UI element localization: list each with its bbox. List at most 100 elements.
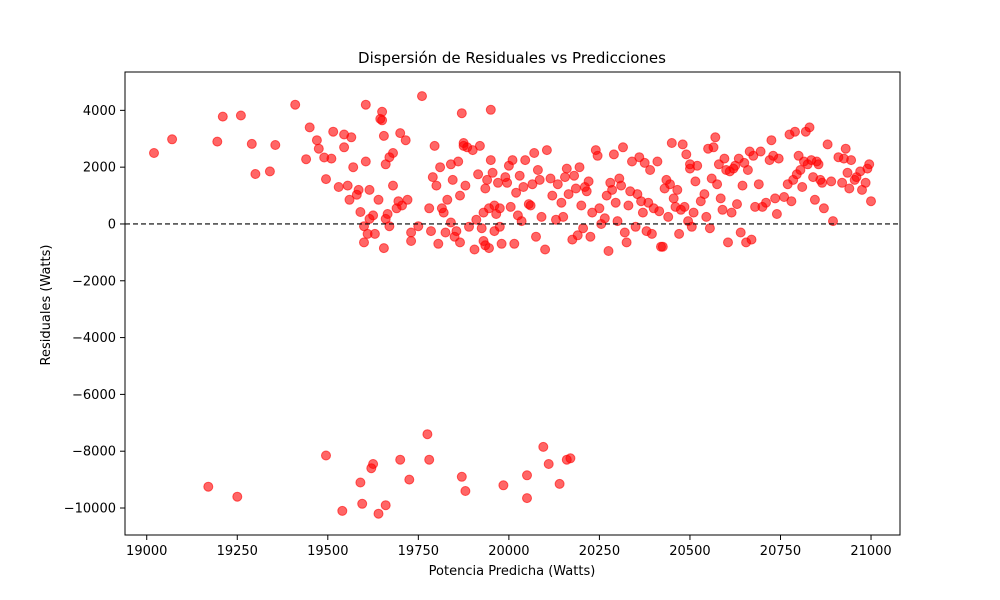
- data-point-158: [560, 172, 570, 183]
- data-point-263: [761, 197, 771, 208]
- x-tick-label-0: 19000: [126, 544, 167, 559]
- data-point-51: [378, 130, 389, 141]
- data-point-36: [360, 156, 371, 167]
- data-point-5: [232, 491, 243, 502]
- data-point-30: [353, 184, 364, 195]
- chart-title: Dispersión de Residuales vs Predicciones: [358, 49, 666, 67]
- data-point-184: [608, 149, 619, 160]
- data-point-21: [333, 182, 344, 192]
- data-point-283: [804, 122, 815, 133]
- data-point-156: [556, 197, 567, 208]
- data-point-204: [646, 228, 657, 239]
- data-point-82: [438, 207, 449, 218]
- data-point-105: [474, 140, 485, 151]
- data-point-27: [346, 132, 357, 143]
- data-point-67: [404, 474, 415, 485]
- data-point-106: [476, 223, 487, 234]
- data-point-146: [536, 211, 547, 222]
- y-tick-label-7: 4000: [83, 104, 116, 119]
- data-point-279: [797, 182, 808, 192]
- data-point-78: [431, 180, 442, 191]
- data-point-68: [406, 227, 417, 238]
- data-point-298: [840, 143, 851, 154]
- data-point-48: [377, 115, 388, 126]
- data-point-174: [587, 207, 598, 218]
- data-point-13: [304, 122, 315, 133]
- data-point-159: [561, 163, 572, 174]
- data-point-91: [455, 237, 465, 248]
- data-point-40: [364, 184, 375, 195]
- data-point-12: [301, 154, 312, 165]
- data-point-7: [246, 138, 257, 149]
- data-point-209: [657, 241, 668, 252]
- data-point-176: [592, 150, 603, 161]
- data-point-97: [460, 180, 471, 191]
- data-point-6: [235, 110, 246, 121]
- data-point-84: [442, 194, 453, 205]
- data-point-104: [473, 169, 484, 180]
- data-point-301: [846, 155, 857, 166]
- data-point-66: [402, 194, 413, 205]
- data-point-294: [828, 216, 838, 227]
- data-point-218: [674, 228, 685, 239]
- data-point-268: [771, 209, 782, 219]
- data-point-44: [369, 228, 380, 239]
- data-point-74: [424, 454, 435, 465]
- y-tick-label-6: 2000: [83, 161, 116, 176]
- data-point-42: [368, 459, 379, 469]
- data-point-215: [668, 193, 679, 204]
- data-point-90: [453, 156, 464, 167]
- data-point-142: [529, 148, 540, 158]
- data-point-273: [786, 196, 797, 207]
- data-point-109: [480, 183, 491, 194]
- data-point-130: [509, 238, 520, 249]
- data-point-168: [576, 200, 587, 211]
- data-point-76: [427, 172, 438, 183]
- y-tick-label-2: −6000: [72, 388, 116, 403]
- data-point-275: [790, 126, 800, 137]
- data-point-179: [599, 213, 610, 224]
- data-point-2: [203, 481, 214, 492]
- data-point-203: [645, 165, 656, 175]
- data-point-251: [735, 227, 746, 238]
- data-point-57: [384, 221, 395, 232]
- data-point-85: [445, 217, 456, 228]
- data-point-306: [860, 177, 871, 188]
- data-point-150: [543, 459, 554, 469]
- data-point-58: [388, 180, 398, 191]
- data-point-270: [779, 192, 790, 202]
- y-tick-label-1: −8000: [72, 445, 116, 460]
- data-point-227: [688, 207, 699, 218]
- data-point-157: [558, 211, 569, 222]
- data-point-167: [574, 162, 585, 173]
- x-tick-label-2: 19500: [307, 544, 348, 559]
- data-point-83: [440, 227, 451, 238]
- data-point-70: [413, 221, 424, 232]
- data-point-189: [618, 142, 628, 153]
- y-tick-label-0: −10000: [64, 502, 116, 517]
- data-point-32: [355, 477, 366, 488]
- data-point-135: [518, 182, 529, 192]
- data-point-217: [672, 184, 683, 195]
- data-point-10: [270, 140, 281, 150]
- data-point-231: [699, 189, 710, 200]
- data-point-165: [570, 183, 581, 194]
- data-point-143: [531, 231, 541, 242]
- data-point-234: [704, 223, 715, 234]
- data-point-53: [380, 500, 391, 511]
- data-point-192: [623, 200, 634, 211]
- data-point-137: [522, 470, 532, 481]
- data-point-291: [818, 203, 829, 214]
- data-point-93: [456, 108, 467, 119]
- data-point-199: [637, 207, 648, 218]
- data-point-128: [505, 201, 516, 212]
- data-point-252: [737, 180, 748, 191]
- data-point-257: [746, 234, 757, 245]
- data-point-138: [522, 493, 532, 504]
- data-point-155: [554, 478, 565, 489]
- data-point-237: [710, 132, 721, 143]
- data-point-207: [654, 206, 665, 217]
- data-point-134: [516, 216, 527, 227]
- plot-frame: [124, 71, 901, 536]
